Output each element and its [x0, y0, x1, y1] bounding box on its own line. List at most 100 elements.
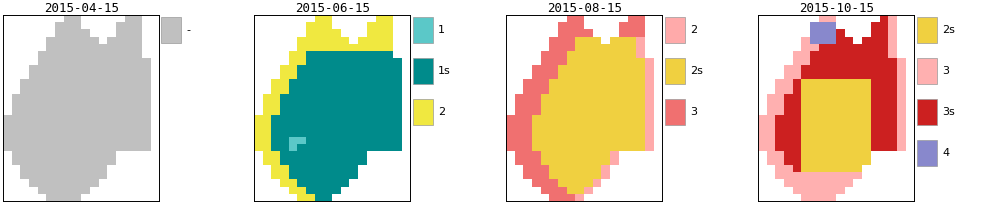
- Bar: [549, 179, 558, 187]
- Bar: [523, 151, 532, 158]
- Bar: [55, 51, 64, 58]
- Bar: [845, 172, 854, 179]
- Bar: [73, 129, 81, 137]
- Bar: [376, 122, 384, 129]
- Bar: [854, 108, 862, 115]
- Bar: [90, 172, 99, 179]
- Bar: [610, 129, 619, 137]
- Bar: [532, 158, 540, 165]
- Bar: [784, 79, 792, 87]
- Bar: [64, 165, 73, 172]
- Bar: [367, 58, 376, 65]
- Bar: [73, 65, 81, 72]
- Bar: [55, 72, 64, 79]
- Bar: [532, 137, 540, 144]
- Bar: [523, 87, 532, 94]
- Bar: [46, 108, 55, 115]
- Bar: [64, 108, 73, 115]
- Bar: [767, 129, 775, 137]
- Bar: [784, 129, 792, 137]
- Bar: [576, 108, 584, 115]
- Bar: [558, 108, 566, 115]
- Bar: [133, 44, 142, 51]
- Bar: [20, 79, 29, 87]
- Text: 2s: 2s: [942, 25, 955, 35]
- Bar: [142, 144, 150, 151]
- Bar: [854, 58, 862, 65]
- Bar: [81, 122, 90, 129]
- Bar: [828, 115, 837, 122]
- Bar: [306, 165, 314, 172]
- Bar: [775, 137, 784, 144]
- Bar: [818, 51, 828, 58]
- Bar: [314, 187, 324, 194]
- Bar: [46, 165, 55, 172]
- Bar: [142, 101, 150, 108]
- Bar: [784, 144, 792, 151]
- Bar: [784, 165, 792, 172]
- Bar: [862, 158, 871, 165]
- Bar: [828, 15, 837, 22]
- Bar: [125, 37, 133, 44]
- Bar: [142, 87, 150, 94]
- Bar: [767, 137, 775, 144]
- Bar: [628, 22, 636, 29]
- Bar: [628, 137, 636, 144]
- Bar: [540, 179, 549, 187]
- Bar: [384, 137, 393, 144]
- Bar: [20, 151, 29, 158]
- Bar: [271, 144, 280, 151]
- Bar: [888, 101, 897, 108]
- Bar: [619, 94, 628, 101]
- Bar: [880, 79, 888, 87]
- Bar: [64, 129, 73, 137]
- Bar: [306, 144, 314, 151]
- Bar: [645, 144, 653, 151]
- Bar: [836, 179, 845, 187]
- Bar: [628, 29, 636, 37]
- Bar: [558, 37, 566, 44]
- Bar: [29, 172, 37, 179]
- Bar: [871, 144, 880, 151]
- Bar: [358, 37, 367, 44]
- Bar: [636, 29, 645, 37]
- Bar: [125, 144, 133, 151]
- Bar: [55, 79, 64, 87]
- Bar: [818, 29, 828, 37]
- Bar: [133, 65, 142, 72]
- Bar: [532, 115, 540, 122]
- Bar: [12, 101, 20, 108]
- Bar: [29, 79, 37, 87]
- Bar: [81, 151, 90, 158]
- Bar: [540, 87, 549, 94]
- Bar: [917, 140, 937, 166]
- Bar: [314, 58, 324, 65]
- Bar: [314, 101, 324, 108]
- Bar: [116, 94, 125, 101]
- Bar: [125, 22, 133, 29]
- Bar: [801, 151, 810, 158]
- Bar: [306, 51, 314, 58]
- Bar: [665, 17, 685, 43]
- Bar: [341, 151, 350, 158]
- Bar: [810, 137, 818, 144]
- Bar: [376, 65, 384, 72]
- Bar: [116, 87, 125, 94]
- Bar: [55, 165, 64, 172]
- Bar: [333, 65, 341, 72]
- Bar: [628, 72, 636, 79]
- Bar: [593, 51, 602, 58]
- Bar: [107, 144, 116, 151]
- Bar: [55, 179, 64, 187]
- Bar: [836, 137, 845, 144]
- Bar: [767, 94, 775, 101]
- Bar: [350, 137, 358, 144]
- Bar: [818, 87, 828, 94]
- Bar: [828, 94, 837, 101]
- Bar: [271, 165, 280, 172]
- Bar: [532, 151, 540, 158]
- Bar: [333, 158, 341, 165]
- Bar: [81, 51, 90, 58]
- Bar: [871, 94, 880, 101]
- Bar: [636, 15, 645, 22]
